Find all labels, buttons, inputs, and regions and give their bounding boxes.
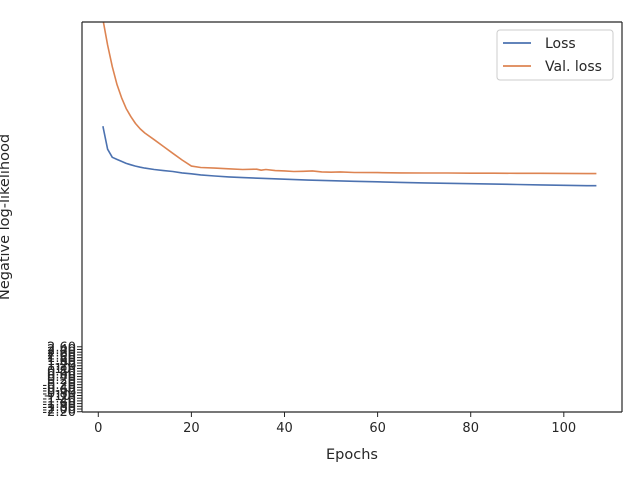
y-tick-label: -1.60 [42,397,76,412]
legend-label: Loss [545,36,576,52]
y-tick-label: 0.80 [47,365,76,380]
y-tick-label: 2.60 [47,340,76,355]
y-tick-label: -0.60 [42,384,76,399]
x-axis-label: Epochs [326,447,378,463]
y-tick-label: -2.00 [42,403,76,418]
x-tick-label: 100 [551,421,576,436]
x-tick-label: 60 [369,421,386,436]
y-tick-label: 10⁰ [54,362,76,377]
y-tick-label: 1.80 [47,351,76,366]
y-tick-label: 2.20 [47,346,76,361]
y-tick-label: 0.40 [47,370,76,385]
x-tick-label: 0 [94,421,102,436]
y-tick-label: 1.20 [47,359,76,374]
y-tick-label: -1.20 [42,392,76,407]
x-tick-label: 80 [462,421,479,436]
y-tick-label: 1.40 [47,357,76,372]
x-tick-label: 40 [276,421,293,436]
y-tick-label: -0.80 [42,386,76,401]
y-tick-label: 2.40 [47,343,76,358]
y-tick-label: −10⁰ [43,389,76,404]
y-tick-label: -1.40 [42,394,76,409]
y-tick-label: 2.00 [47,348,76,363]
y-tick-label: 0.60 [47,367,76,382]
x-tick-label: 20 [183,421,200,436]
y-tick-label: 0 [68,375,76,390]
y-tick-label: -0.40 [42,381,76,396]
series-line-val-loss [102,22,597,175]
y-tick-label: 1.60 [47,354,76,369]
y-tick-label: -2.20 [42,405,76,420]
y-axis-label: Negative log-likelihood [0,134,13,300]
legend-label: Val. loss [545,59,602,75]
y-tick-label: -0.20 [42,378,76,393]
series-line-loss [102,126,597,187]
y-tick-label: 0.20 [47,373,76,388]
y-tick-label: -1.80 [42,400,76,415]
